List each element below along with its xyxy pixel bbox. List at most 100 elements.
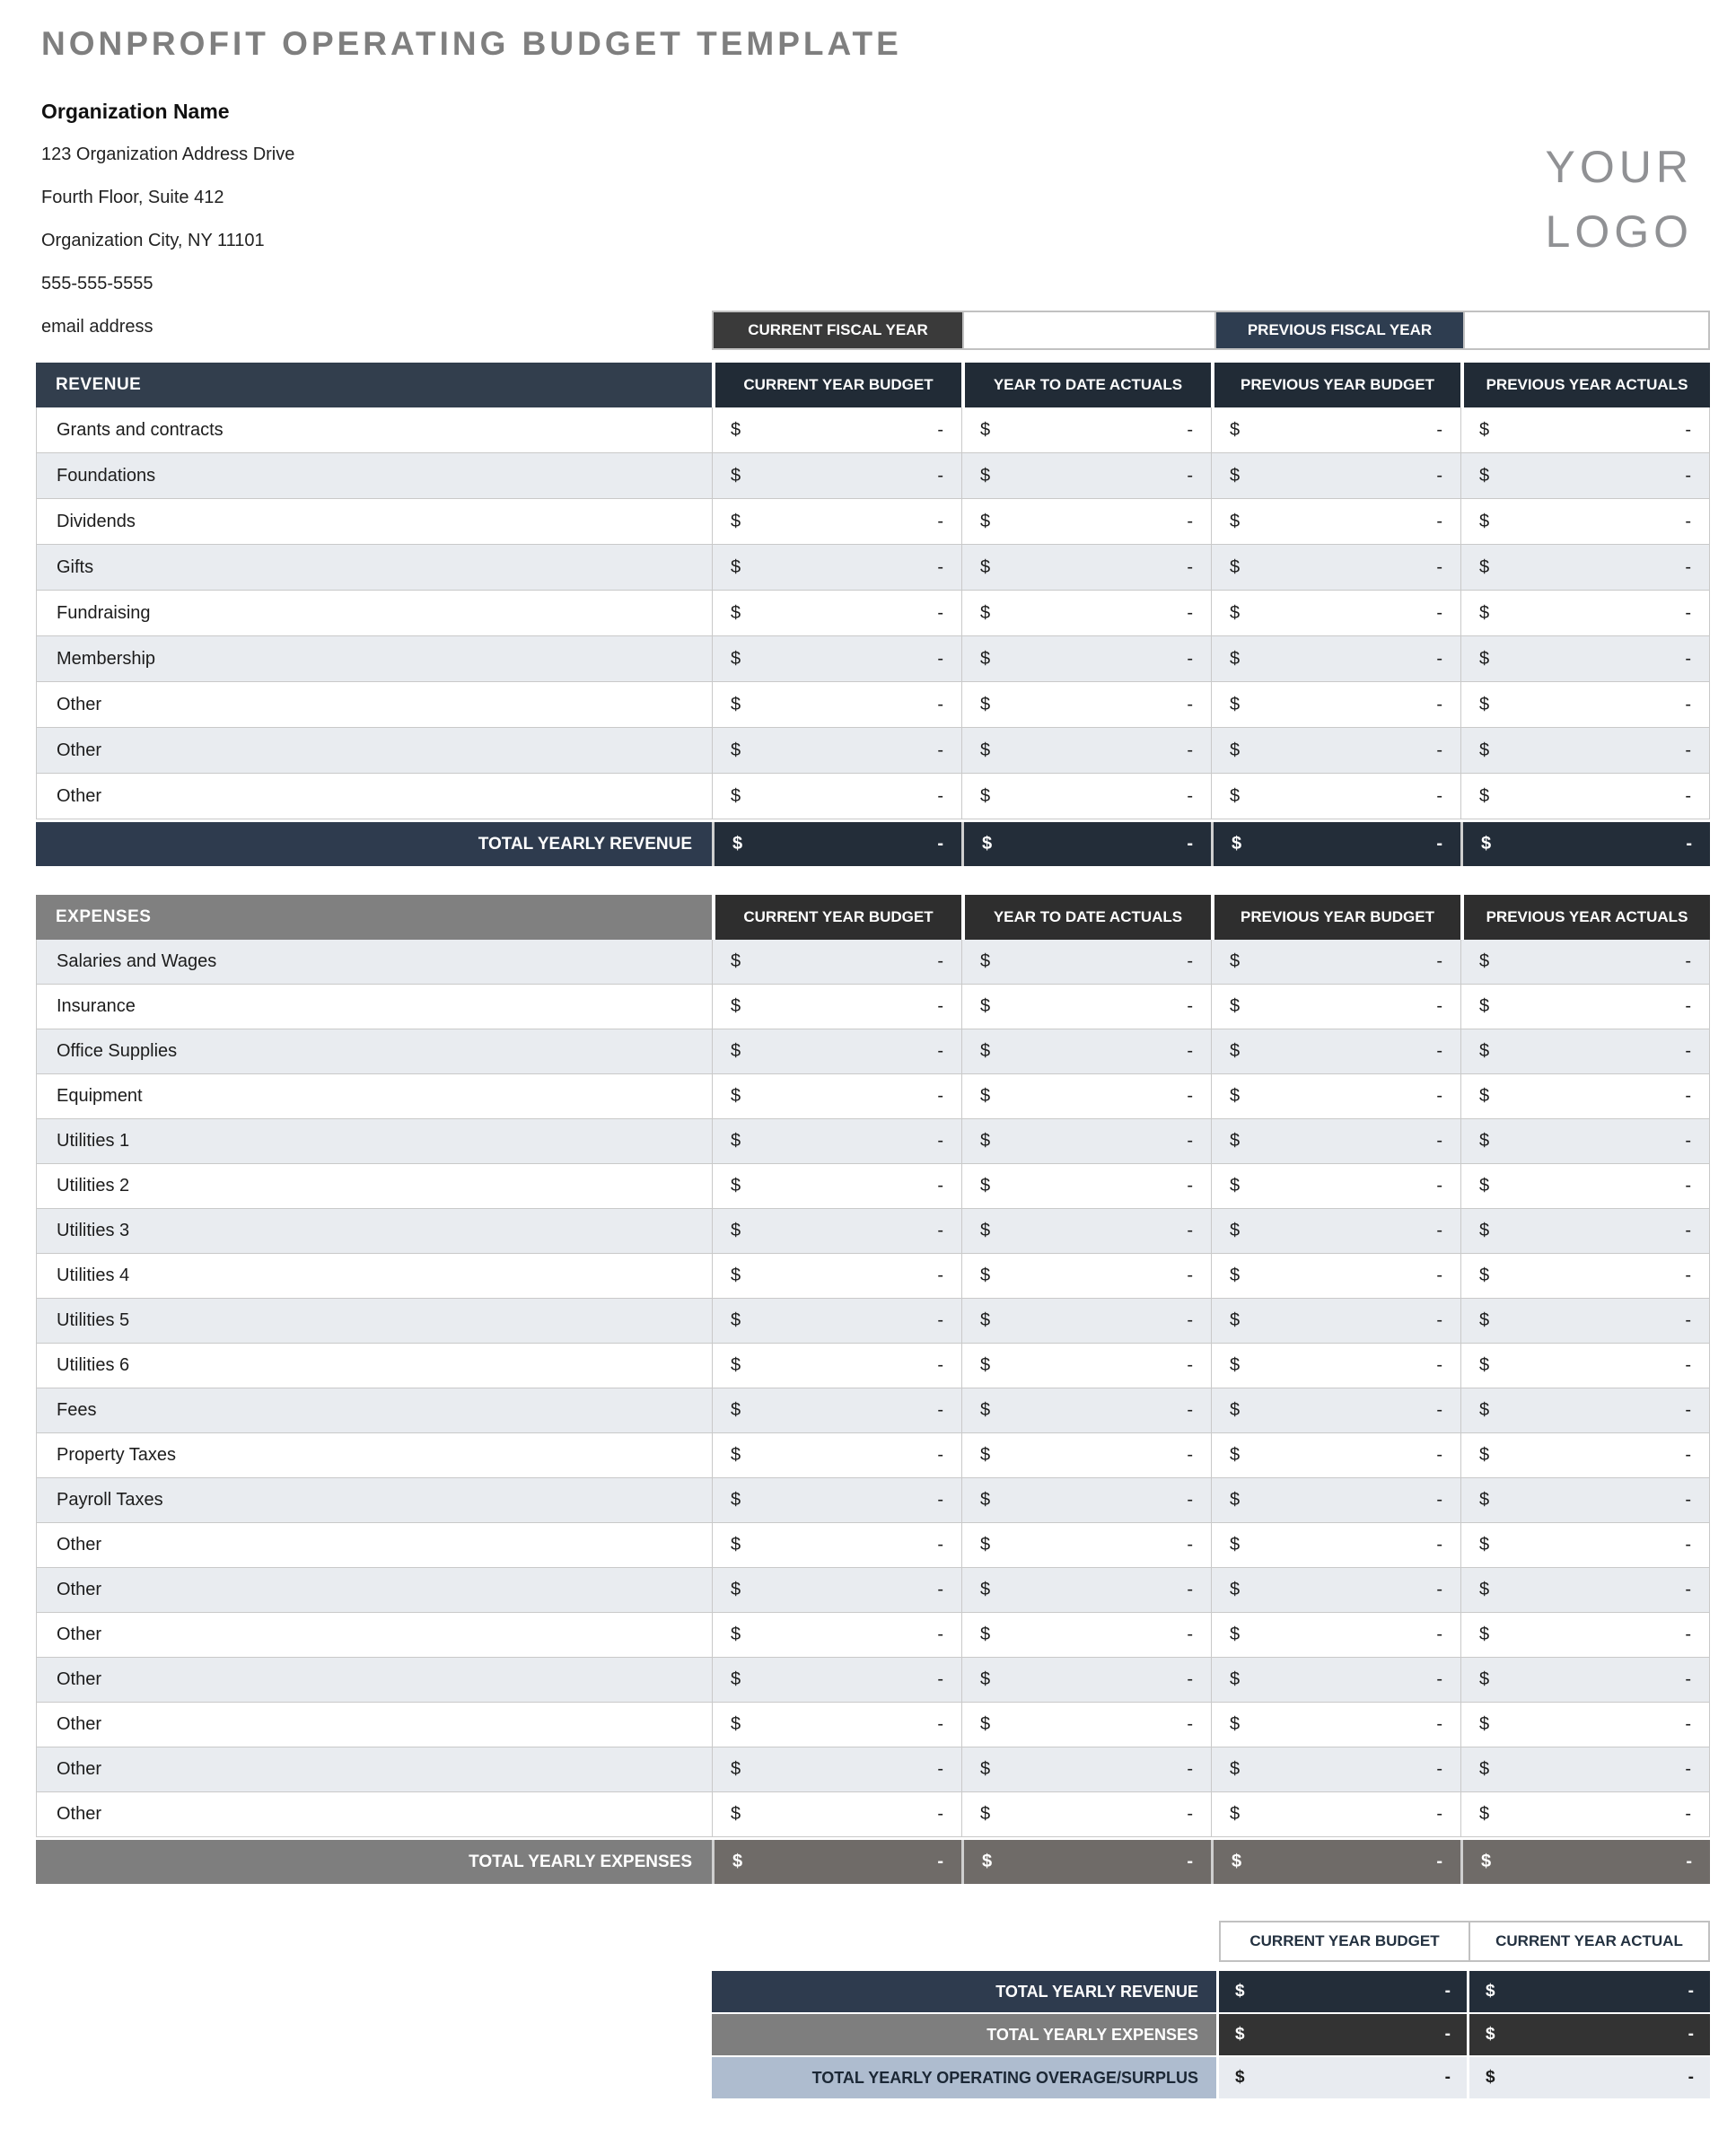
revenue-cell[interactable]: $ - [1211, 636, 1460, 681]
expenses-cell[interactable]: $ - [712, 1299, 961, 1343]
expenses-cell[interactable]: $ - [1460, 1792, 1710, 1836]
revenue-cell[interactable]: $ - [1211, 545, 1460, 590]
revenue-cell[interactable]: $ - [712, 591, 961, 635]
revenue-cell[interactable]: $ - [712, 545, 961, 590]
expenses-cell[interactable]: $ - [961, 1299, 1211, 1343]
expenses-cell[interactable]: $ - [1460, 1523, 1710, 1567]
expenses-cell[interactable]: $ - [712, 1703, 961, 1747]
expenses-cell[interactable]: $ - [1460, 1254, 1710, 1298]
expenses-cell[interactable]: $ - [1211, 1792, 1460, 1836]
expenses-cell[interactable]: $ - [1211, 1344, 1460, 1388]
revenue-cell[interactable]: $ - [961, 545, 1211, 590]
expenses-cell[interactable]: $ - [1460, 1433, 1710, 1477]
expenses-cell[interactable]: $ - [1211, 1568, 1460, 1612]
revenue-cell[interactable]: $ - [712, 682, 961, 727]
revenue-cell[interactable]: $ - [712, 407, 961, 452]
revenue-cell[interactable]: $ - [1211, 407, 1460, 452]
expenses-cell[interactable]: $ - [1211, 1523, 1460, 1567]
revenue-cell[interactable]: $ - [1211, 499, 1460, 544]
expenses-cell[interactable]: $ - [1460, 1074, 1710, 1118]
expenses-cell[interactable]: $ - [712, 985, 961, 1029]
expenses-cell[interactable]: $ - [961, 1029, 1211, 1073]
revenue-cell[interactable]: $ - [712, 636, 961, 681]
revenue-cell[interactable]: $ - [961, 453, 1211, 498]
expenses-cell[interactable]: $ - [1460, 1478, 1710, 1522]
revenue-cell[interactable]: $ - [961, 591, 1211, 635]
expenses-cell[interactable]: $ - [961, 1792, 1211, 1836]
expenses-cell[interactable]: $ - [1211, 1388, 1460, 1432]
expenses-cell[interactable]: $ - [961, 1433, 1211, 1477]
revenue-cell[interactable]: $ - [712, 499, 961, 544]
revenue-cell[interactable]: $ - [961, 774, 1211, 819]
expenses-cell[interactable]: $ - [1211, 1299, 1460, 1343]
expenses-cell[interactable]: $ - [961, 1388, 1211, 1432]
revenue-cell[interactable]: $ - [961, 499, 1211, 544]
revenue-cell[interactable]: $ - [1211, 774, 1460, 819]
expenses-cell[interactable]: $ - [712, 1478, 961, 1522]
revenue-cell[interactable]: $ - [1460, 682, 1710, 727]
expenses-cell[interactable]: $ - [961, 1613, 1211, 1657]
expenses-cell[interactable]: $ - [1460, 1344, 1710, 1388]
expenses-cell[interactable]: $ - [961, 985, 1211, 1029]
revenue-cell[interactable]: $ - [712, 728, 961, 773]
expenses-cell[interactable]: $ - [1460, 1703, 1710, 1747]
expenses-cell[interactable]: $ - [1211, 985, 1460, 1029]
expenses-cell[interactable]: $ - [712, 1433, 961, 1477]
expenses-cell[interactable]: $ - [1460, 1299, 1710, 1343]
revenue-cell[interactable]: $ - [961, 407, 1211, 452]
current-fiscal-year-input[interactable] [962, 312, 1214, 348]
expenses-cell[interactable]: $ - [712, 1209, 961, 1253]
expenses-cell[interactable]: $ - [961, 1523, 1211, 1567]
expenses-cell[interactable]: $ - [1460, 1029, 1710, 1073]
expenses-cell[interactable]: $ - [1460, 1613, 1710, 1657]
expenses-cell[interactable]: $ - [961, 1658, 1211, 1702]
revenue-cell[interactable]: $ - [1460, 499, 1710, 544]
expenses-cell[interactable]: $ - [1460, 1209, 1710, 1253]
revenue-cell[interactable]: $ - [712, 453, 961, 498]
expenses-cell[interactable]: $ - [1460, 1119, 1710, 1163]
revenue-cell[interactable]: $ - [1460, 636, 1710, 681]
expenses-cell[interactable]: $ - [961, 1344, 1211, 1388]
revenue-cell[interactable]: $ - [1460, 545, 1710, 590]
expenses-cell[interactable]: $ - [961, 1703, 1211, 1747]
expenses-cell[interactable]: $ - [712, 1029, 961, 1073]
expenses-cell[interactable]: $ - [712, 1388, 961, 1432]
revenue-cell[interactable]: $ - [1211, 453, 1460, 498]
revenue-cell[interactable]: $ - [961, 728, 1211, 773]
expenses-cell[interactable]: $ - [1211, 1209, 1460, 1253]
expenses-cell[interactable]: $ - [1460, 1568, 1710, 1612]
revenue-cell[interactable]: $ - [961, 636, 1211, 681]
revenue-cell[interactable]: $ - [1460, 407, 1710, 452]
expenses-cell[interactable]: $ - [1211, 1029, 1460, 1073]
expenses-cell[interactable]: $ - [712, 1119, 961, 1163]
expenses-cell[interactable]: $ - [712, 1792, 961, 1836]
expenses-cell[interactable]: $ - [1211, 1164, 1460, 1208]
previous-fiscal-year-input[interactable] [1463, 312, 1708, 348]
expenses-cell[interactable]: $ - [712, 1344, 961, 1388]
expenses-cell[interactable]: $ - [712, 1523, 961, 1567]
revenue-cell[interactable]: $ - [1460, 453, 1710, 498]
expenses-cell[interactable]: $ - [961, 1478, 1211, 1522]
expenses-cell[interactable]: $ - [1211, 1254, 1460, 1298]
expenses-cell[interactable]: $ - [712, 1747, 961, 1791]
expenses-cell[interactable]: $ - [1211, 1074, 1460, 1118]
expenses-cell[interactable]: $ - [1460, 1658, 1710, 1702]
revenue-cell[interactable]: $ - [1460, 591, 1710, 635]
revenue-cell[interactable]: $ - [1211, 728, 1460, 773]
expenses-cell[interactable]: $ - [1211, 1478, 1460, 1522]
expenses-cell[interactable]: $ - [961, 1164, 1211, 1208]
expenses-cell[interactable]: $ - [712, 1074, 961, 1118]
expenses-cell[interactable]: $ - [1211, 1613, 1460, 1657]
expenses-cell[interactable]: $ - [1460, 1388, 1710, 1432]
expenses-cell[interactable]: $ - [1211, 1433, 1460, 1477]
expenses-cell[interactable]: $ - [961, 1747, 1211, 1791]
expenses-cell[interactable]: $ - [1211, 1119, 1460, 1163]
expenses-cell[interactable]: $ - [712, 1568, 961, 1612]
expenses-cell[interactable]: $ - [1211, 1747, 1460, 1791]
revenue-cell[interactable]: $ - [1460, 774, 1710, 819]
expenses-cell[interactable]: $ - [712, 1658, 961, 1702]
expenses-cell[interactable]: $ - [961, 1074, 1211, 1118]
expenses-cell[interactable]: $ - [712, 1164, 961, 1208]
revenue-cell[interactable]: $ - [1460, 728, 1710, 773]
expenses-cell[interactable]: $ - [1211, 940, 1460, 984]
